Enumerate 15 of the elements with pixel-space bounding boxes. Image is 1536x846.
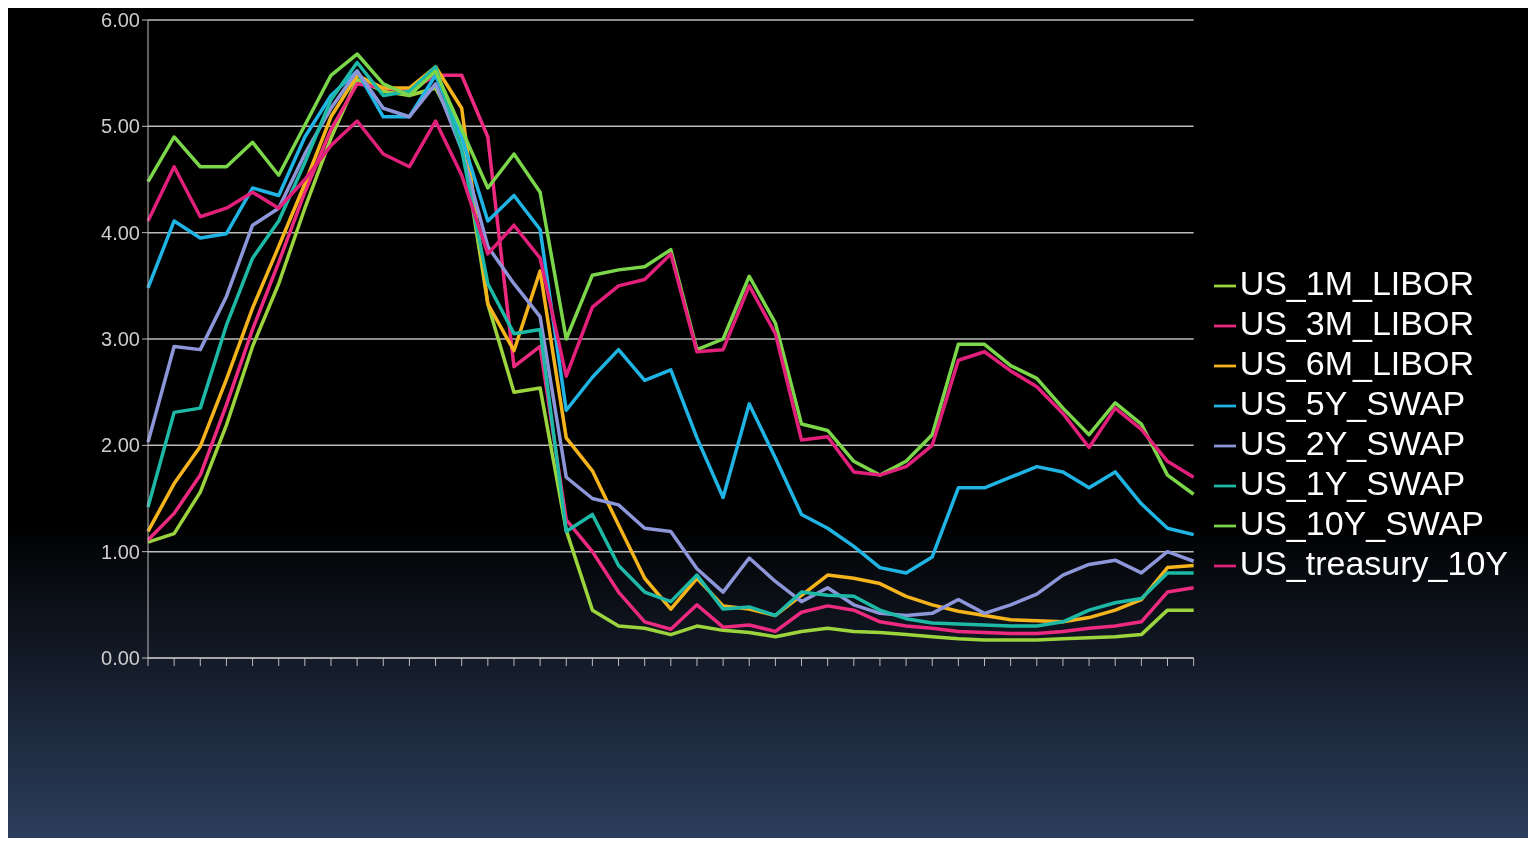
legend-label: US_2Y_SWAP <box>1239 424 1466 462</box>
y-tick-label: 6.00 <box>101 9 140 32</box>
y-tick-label: 2.00 <box>101 434 140 457</box>
y-tick-label: 0.00 <box>101 647 140 670</box>
legend-label: US_6M_LIBOR <box>1239 344 1474 382</box>
y-tick-label: 1.00 <box>101 540 140 563</box>
legend-label: US_1M_LIBOR <box>1239 264 1474 302</box>
legend-label: US_treasury_10Y <box>1239 544 1508 582</box>
legend-label: US_5Y_SWAP <box>1239 384 1466 422</box>
y-tick-label: 5.00 <box>101 115 140 138</box>
y-tick-label: 3.00 <box>101 328 140 351</box>
legend-label: US_10Y_SWAP <box>1239 504 1485 542</box>
legend-label: US_1Y_SWAP <box>1239 464 1466 502</box>
legend-label: US_3M_LIBOR <box>1239 304 1474 342</box>
y-tick-label: 4.00 <box>101 221 140 244</box>
